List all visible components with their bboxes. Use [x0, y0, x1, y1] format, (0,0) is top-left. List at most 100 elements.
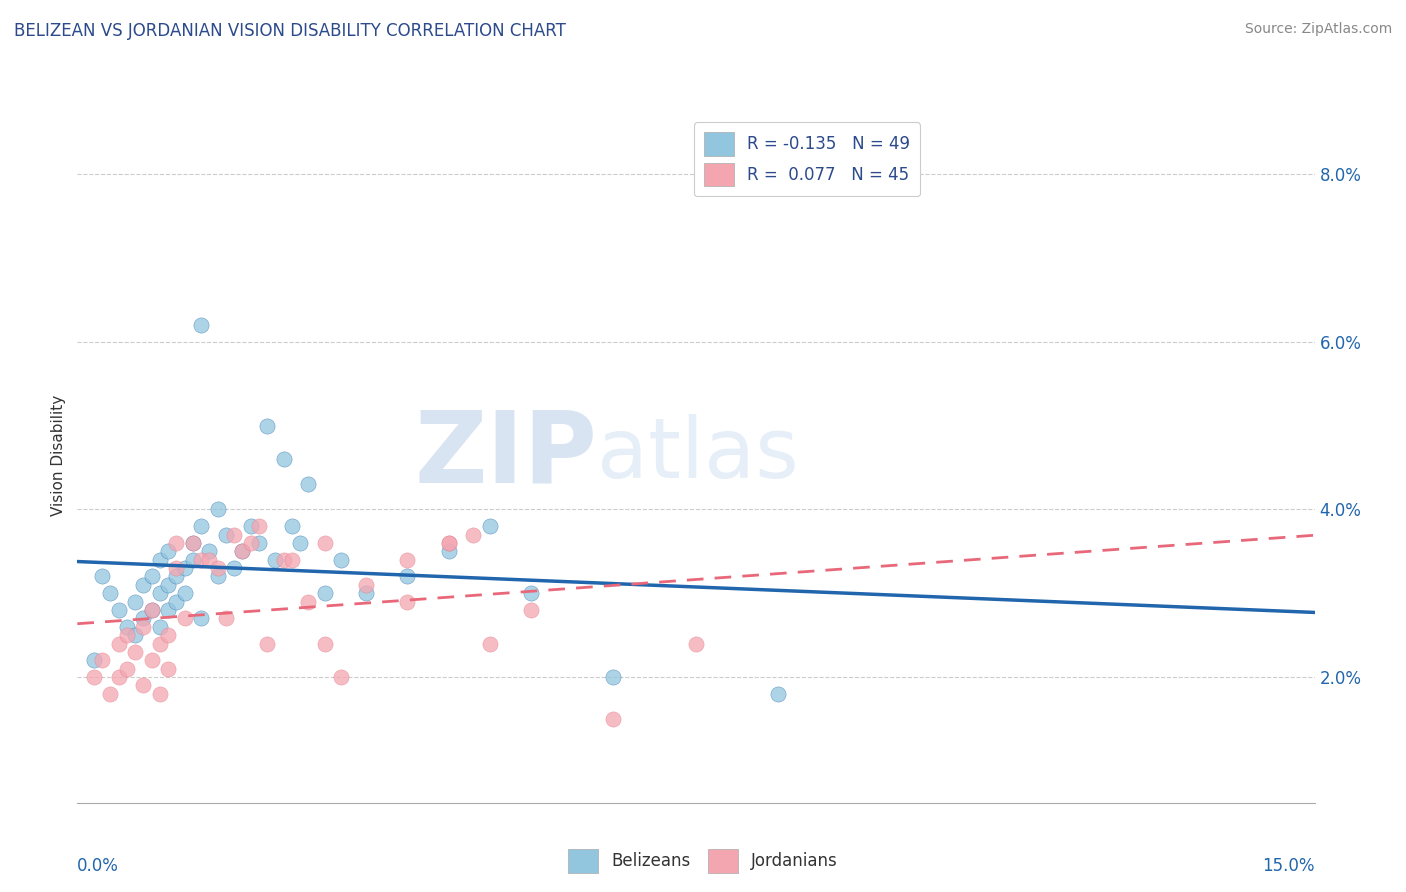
- Point: [157, 544, 180, 558]
- Point: [207, 561, 229, 575]
- Point: [207, 502, 229, 516]
- Point: [190, 519, 212, 533]
- Point: [198, 544, 221, 558]
- Text: ZIP: ZIP: [415, 407, 598, 503]
- Point: [181, 552, 204, 566]
- Point: [132, 611, 155, 625]
- Point: [602, 670, 624, 684]
- Point: [157, 628, 180, 642]
- Point: [132, 578, 155, 592]
- Point: [181, 536, 204, 550]
- Point: [685, 636, 707, 650]
- Point: [181, 536, 204, 550]
- Point: [314, 536, 336, 550]
- Point: [83, 653, 105, 667]
- Point: [157, 603, 180, 617]
- Point: [149, 687, 172, 701]
- Point: [165, 569, 187, 583]
- Point: [107, 636, 129, 650]
- Point: [190, 552, 212, 566]
- Point: [149, 620, 172, 634]
- Point: [98, 687, 121, 701]
- Point: [437, 536, 460, 550]
- Point: [198, 552, 221, 566]
- Text: 0.0%: 0.0%: [77, 857, 120, 875]
- Point: [132, 678, 155, 692]
- Point: [281, 519, 304, 533]
- Point: [520, 586, 543, 600]
- Point: [165, 594, 187, 608]
- Point: [215, 527, 238, 541]
- Point: [107, 670, 129, 684]
- Point: [222, 561, 245, 575]
- Point: [141, 653, 163, 667]
- Point: [149, 586, 172, 600]
- Point: [520, 603, 543, 617]
- Point: [273, 552, 295, 566]
- Point: [239, 519, 262, 533]
- Point: [330, 670, 353, 684]
- Point: [107, 603, 129, 617]
- Point: [141, 603, 163, 617]
- Point: [165, 536, 187, 550]
- Point: [207, 569, 229, 583]
- Point: [297, 594, 319, 608]
- Point: [115, 628, 138, 642]
- Point: [437, 544, 460, 558]
- Point: [314, 586, 336, 600]
- Point: [437, 536, 460, 550]
- Point: [247, 536, 270, 550]
- Point: [115, 620, 138, 634]
- Point: [173, 611, 195, 625]
- Point: [91, 569, 114, 583]
- Point: [273, 452, 295, 467]
- Point: [124, 645, 146, 659]
- Text: atlas: atlas: [598, 415, 799, 495]
- Point: [165, 561, 187, 575]
- Point: [222, 527, 245, 541]
- Point: [173, 561, 195, 575]
- Point: [247, 519, 270, 533]
- Point: [231, 544, 253, 558]
- Point: [215, 611, 238, 625]
- Point: [396, 552, 419, 566]
- Point: [91, 653, 114, 667]
- Point: [157, 662, 180, 676]
- Point: [297, 477, 319, 491]
- Point: [124, 594, 146, 608]
- Point: [396, 569, 419, 583]
- Point: [149, 552, 172, 566]
- Point: [281, 552, 304, 566]
- Point: [478, 519, 501, 533]
- Point: [354, 586, 377, 600]
- Point: [173, 586, 195, 600]
- Point: [256, 636, 278, 650]
- Point: [396, 594, 419, 608]
- Point: [190, 318, 212, 332]
- Point: [157, 578, 180, 592]
- Legend: R = -0.135   N = 49, R =  0.077   N = 45: R = -0.135 N = 49, R = 0.077 N = 45: [695, 122, 921, 196]
- Point: [478, 636, 501, 650]
- Point: [288, 536, 311, 550]
- Point: [264, 552, 287, 566]
- Point: [239, 536, 262, 550]
- Point: [463, 527, 485, 541]
- Point: [354, 578, 377, 592]
- Point: [115, 662, 138, 676]
- Point: [330, 552, 353, 566]
- Point: [190, 611, 212, 625]
- Point: [314, 636, 336, 650]
- Y-axis label: Vision Disability: Vision Disability: [51, 394, 66, 516]
- Text: 15.0%: 15.0%: [1263, 857, 1315, 875]
- Point: [231, 544, 253, 558]
- Point: [83, 670, 105, 684]
- Point: [256, 418, 278, 433]
- Point: [149, 636, 172, 650]
- Legend: Belizeans, Jordanians: Belizeans, Jordanians: [561, 842, 845, 880]
- Point: [141, 569, 163, 583]
- Point: [141, 603, 163, 617]
- Text: BELIZEAN VS JORDANIAN VISION DISABILITY CORRELATION CHART: BELIZEAN VS JORDANIAN VISION DISABILITY …: [14, 22, 567, 40]
- Text: Source: ZipAtlas.com: Source: ZipAtlas.com: [1244, 22, 1392, 37]
- Point: [602, 712, 624, 726]
- Point: [98, 586, 121, 600]
